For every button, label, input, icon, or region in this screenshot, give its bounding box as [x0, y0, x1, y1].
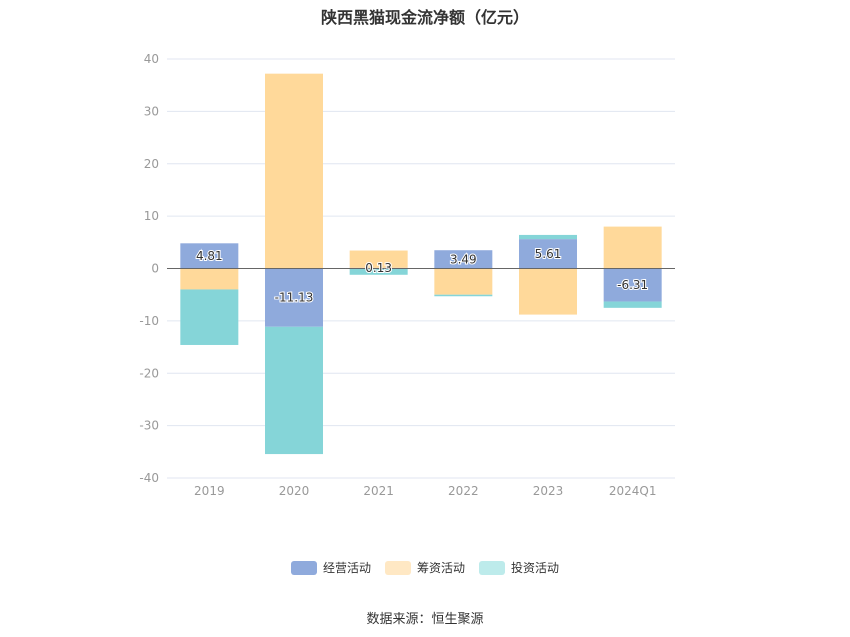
- y-tick-label: 30: [144, 104, 159, 118]
- bar-2019-series-2[interactable]: [180, 289, 239, 345]
- y-tick-label: -10: [139, 314, 159, 328]
- y-tick-label: 0: [151, 262, 159, 276]
- bar-2022-series-0[interactable]: [434, 250, 493, 269]
- legend-swatch-financing: [384, 560, 411, 575]
- y-tick-label: 10: [144, 209, 159, 223]
- legend-swatch-investing: [479, 560, 505, 575]
- data-labels: 4.81 -11.13 0.13 3.49 5.61 -6.31: [195, 246, 649, 306]
- data-label: -6.31: [617, 278, 648, 292]
- y-tick-label: 20: [144, 157, 159, 171]
- bar-2019-series-0[interactable]: [180, 243, 239, 269]
- x-tick-label: 2024Q1: [609, 484, 657, 498]
- bar-2023-series-0[interactable]: [519, 239, 577, 269]
- bars: [180, 73, 662, 455]
- legend-item-investing[interactable]: 投资活动: [479, 559, 559, 576]
- data-label: 4.81: [196, 249, 223, 263]
- bar-2022-series-2[interactable]: [434, 294, 493, 297]
- y-tick-label: -40: [139, 471, 159, 485]
- bar-2023-series-2[interactable]: [519, 234, 577, 240]
- data-label: -11.13: [275, 291, 314, 305]
- data-label: 3.49: [450, 252, 477, 266]
- bar-2023-series-1[interactable]: [519, 268, 577, 315]
- x-axis-ticks: 2019 2020 2021 2022 2023 2024Q1: [194, 484, 656, 498]
- grid-lines: [167, 58, 675, 479]
- bar-2021-series-2[interactable]: [349, 268, 408, 275]
- y-axis-ticks: 40 30 20 10 0 -10 -20 -30 -40: [139, 52, 159, 485]
- x-tick-label: 2021: [363, 484, 394, 498]
- y-tick-label: -30: [139, 419, 159, 433]
- bar-2020-series-0[interactable]: [265, 268, 323, 327]
- legend-swatch-operating: [290, 560, 317, 575]
- legend-label-financing: 筹资活动: [416, 561, 465, 575]
- legend-label-operating: 经营活动: [322, 561, 371, 575]
- bar-2020-series-2[interactable]: [265, 326, 323, 455]
- x-tick-label: 2022: [448, 484, 479, 498]
- x-tick-label: 2020: [279, 484, 310, 498]
- bar-2024Q1-series-0[interactable]: [603, 268, 662, 302]
- legend-label-investing: 投资活动: [511, 561, 560, 575]
- legend: 经营活动 筹资活动 投资活动: [0, 559, 850, 576]
- x-tick-label: 2019: [194, 484, 225, 498]
- x-tick-label: 2023: [533, 484, 564, 498]
- bar-2022-series-1[interactable]: [434, 268, 493, 295]
- legend-item-operating[interactable]: 经营活动: [290, 559, 371, 576]
- data-label: 0.13: [365, 261, 392, 275]
- bar-2024Q1-series-2[interactable]: [603, 301, 662, 308]
- bar-2020-series-1[interactable]: [265, 73, 323, 269]
- y-tick-label: 40: [144, 52, 159, 66]
- legend-item-financing[interactable]: 筹资活动: [384, 559, 465, 576]
- bar-2024Q1-series-1[interactable]: [603, 226, 662, 269]
- chart-title: 陕西黑猫现金流净额（亿元）: [320, 8, 529, 27]
- bar-2021-series-1[interactable]: [349, 250, 408, 268]
- bar-2019-series-1[interactable]: [180, 268, 239, 290]
- data-label: 5.61: [535, 247, 562, 261]
- data-source: 数据来源：恒生聚源: [366, 612, 484, 627]
- y-tick-label: -20: [139, 366, 159, 380]
